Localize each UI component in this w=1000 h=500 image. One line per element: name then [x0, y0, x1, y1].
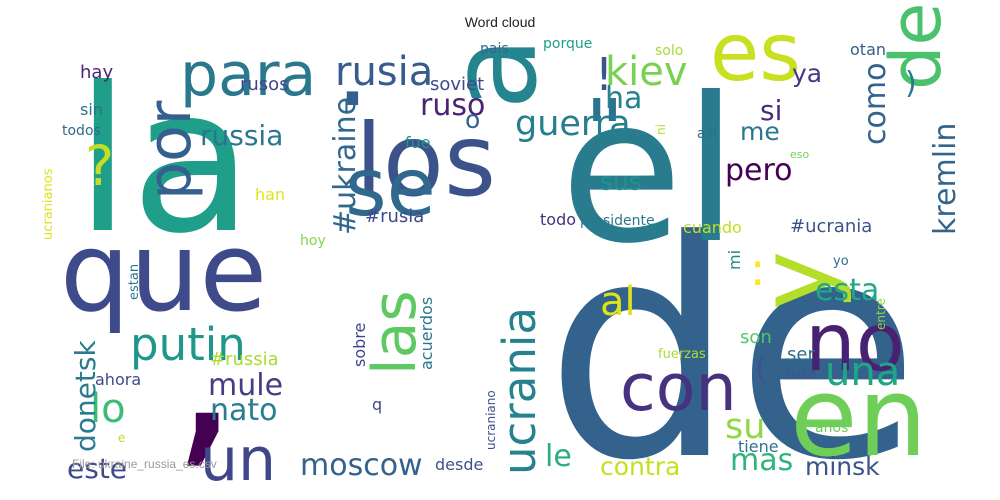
word-symbol-27: ?	[85, 134, 114, 198]
word-que: que	[60, 208, 267, 336]
word-le: le	[545, 439, 572, 474]
source-file-label: File: ukraine_russia_es.csv	[72, 457, 217, 471]
word-donetsk: donetsk	[69, 340, 102, 452]
word-mi: mi	[725, 250, 744, 270]
word-hay: hay	[80, 62, 113, 83]
word-sin: sin	[80, 100, 103, 119]
word-una: una	[825, 349, 900, 395]
word-kremlin: kremlin	[928, 123, 963, 235]
word-rusos: rusos	[240, 74, 289, 95]
word-ucranianos: ucranianos	[41, 168, 56, 240]
word-si: si	[760, 94, 782, 127]
word-q: q	[372, 395, 382, 414]
word-russia: #russia	[210, 349, 279, 370]
word-yo: yo	[833, 254, 849, 269]
word-nato: nato	[210, 393, 278, 428]
word-y: y	[737, 251, 854, 310]
word-anos: anos	[815, 420, 848, 436]
word-rusa: rusa	[786, 366, 817, 382]
word-todo: todo	[540, 210, 576, 229]
word-estan: estan	[127, 264, 142, 300]
word-se: se	[345, 141, 436, 234]
word-ucrania: ucrania	[493, 307, 546, 475]
word-rusia: rusia	[335, 49, 433, 95]
word-de: de	[545, 177, 920, 500]
word-otan: otan	[850, 40, 886, 59]
word-hoy: hoy	[300, 233, 326, 249]
word-mas: mas	[730, 443, 793, 478]
word-por: por	[135, 100, 205, 200]
word-kiev: kiev	[605, 49, 688, 95]
word-guerra: guerra	[515, 104, 631, 144]
word-los: los	[355, 102, 496, 219]
word-porque: porque	[543, 36, 592, 52]
word-presidente: presidente	[580, 213, 655, 229]
word-como: como	[858, 63, 893, 145]
word-para: para	[180, 40, 316, 110]
word-me: me	[740, 117, 780, 146]
word-fuerzas: fuerzas	[658, 347, 706, 362]
word-pero: pero	[725, 153, 793, 188]
word-putin: putin	[130, 318, 246, 371]
word-symbol-7: ,	[170, 236, 240, 492]
word-solo: solo	[655, 43, 683, 59]
word-ucraniano: ucraniano	[484, 390, 498, 450]
word-asi: asi	[697, 126, 717, 142]
word-las: las	[360, 290, 430, 375]
word-ukraine: #ukraine	[328, 97, 363, 235]
word-ucrania: #ucrania	[790, 216, 872, 237]
word-sobre: sobre	[350, 323, 369, 367]
word-eso: eso	[790, 148, 809, 161]
word-ahora: ahora	[95, 370, 141, 389]
word-este: este	[67, 452, 127, 485]
word-del: del	[875, 0, 957, 90]
word-ni: ni	[654, 124, 668, 135]
chart-title: Word cloud	[464, 14, 536, 30]
word-moscow: moscow	[300, 448, 423, 483]
word-pais: pais	[480, 41, 509, 57]
word-russia: russia	[200, 119, 283, 152]
word-symbol-54: (	[755, 351, 767, 386]
word-soviet: soviet	[430, 74, 484, 95]
word-ruso: ruso	[420, 88, 485, 123]
word-tiene: tiene	[738, 437, 779, 456]
word-minsk: minsk	[805, 452, 880, 481]
word-con: con	[620, 351, 737, 426]
word-al: al	[600, 279, 636, 325]
word-es: es	[710, 6, 801, 99]
word-cuando: cuando	[683, 218, 742, 237]
word-ya: ya	[792, 59, 822, 88]
word-acuerdos: acuerdos	[417, 297, 436, 370]
word-desde: desde	[435, 455, 483, 474]
word-symbol-53: )	[905, 66, 917, 101]
word-contra: contra	[600, 452, 680, 481]
word-symbol-8: .	[335, 3, 370, 131]
word-todos: todos	[62, 123, 101, 139]
word-rusia: #rusia	[365, 206, 424, 227]
word-e: e	[118, 431, 125, 445]
word-son: son	[740, 327, 772, 348]
word-la: la	[75, 45, 253, 278]
word-symbol-29: !	[595, 48, 613, 101]
word-sus: sus	[600, 167, 642, 196]
word-su: su	[725, 407, 765, 447]
word-han: han	[255, 185, 285, 204]
word-lo: lo	[90, 386, 126, 432]
word-symbol-23: "	[585, 82, 624, 181]
word-ha: ha	[605, 81, 642, 116]
word-en: en	[790, 353, 927, 481]
word-ser: ser	[787, 344, 815, 365]
word-el: el	[560, 55, 739, 288]
word-un: un	[200, 425, 276, 495]
word-no: no	[805, 296, 905, 389]
word-entre: entre	[874, 298, 888, 330]
word-symbol-55: :	[750, 243, 765, 296]
word-esta: esta	[815, 273, 879, 308]
word-fue: fue	[405, 133, 431, 152]
word-mule: mule	[208, 368, 283, 403]
word-o: o	[465, 105, 480, 134]
word-a: a	[425, 36, 564, 110]
